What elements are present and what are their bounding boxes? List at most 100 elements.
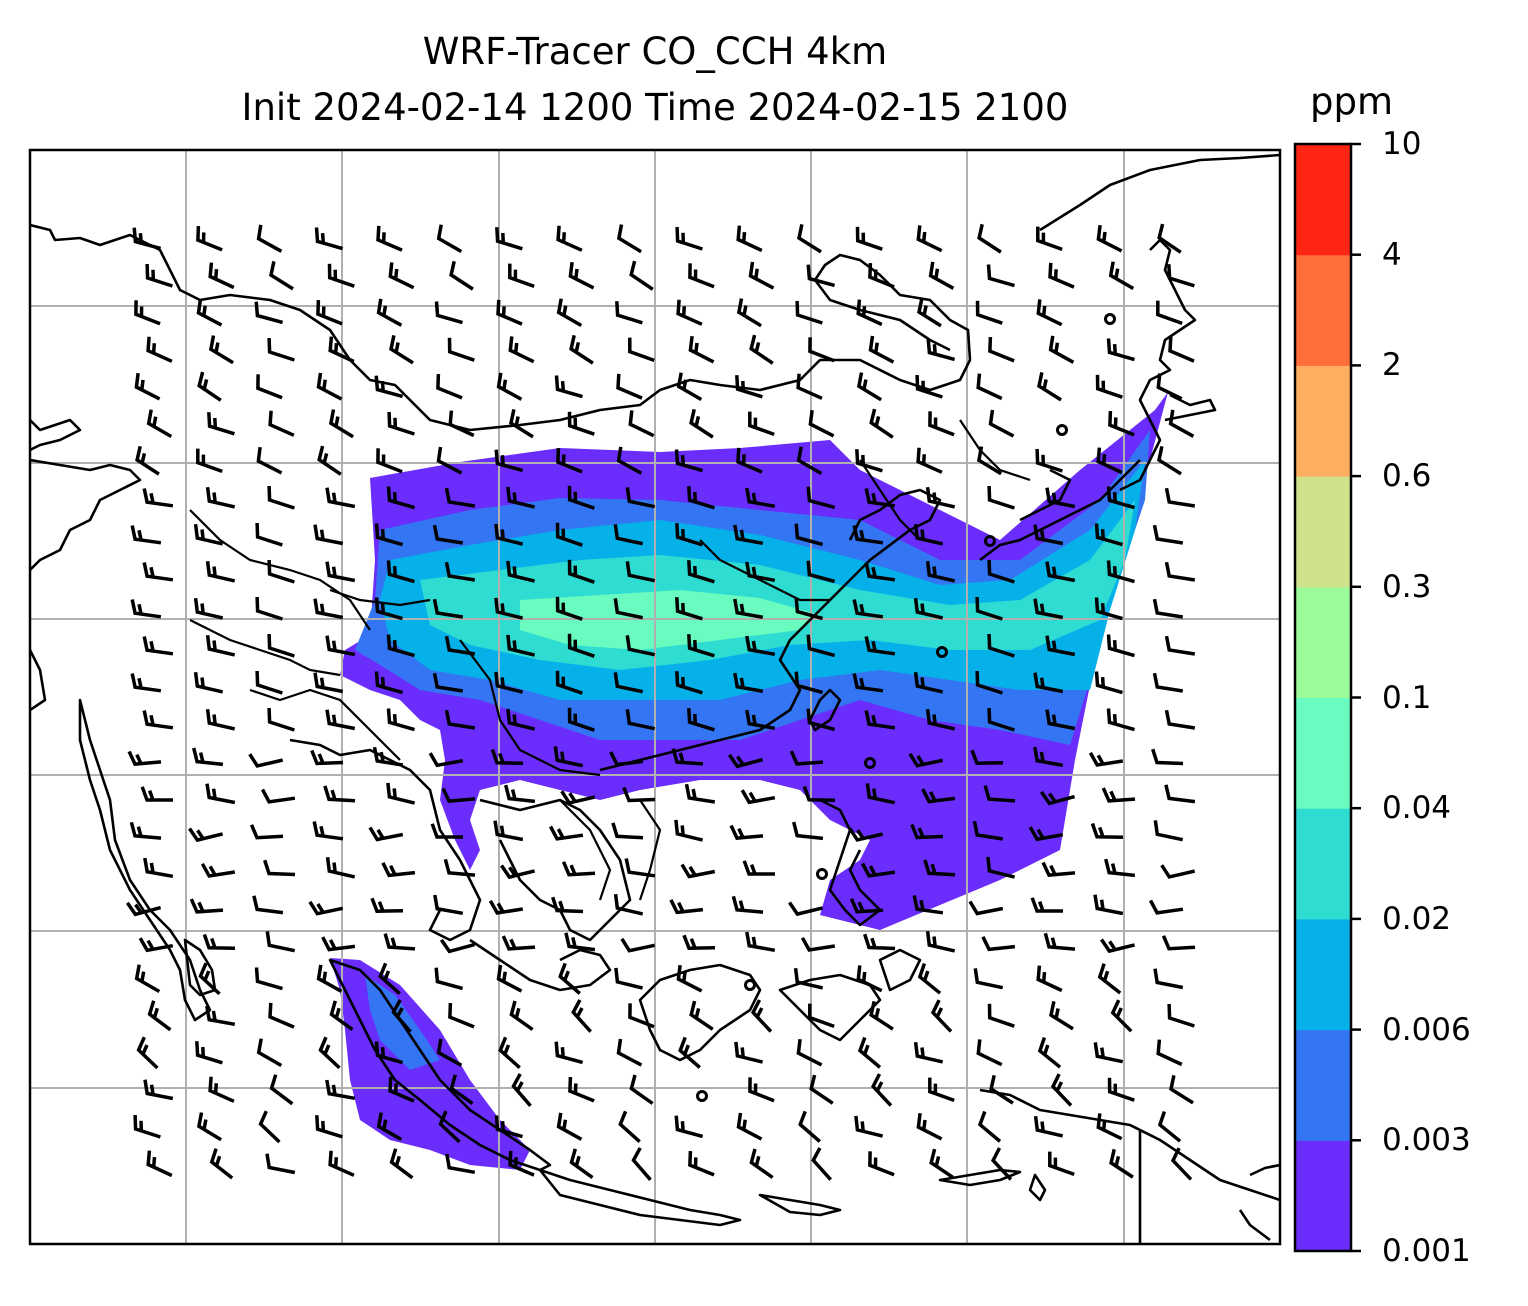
- wind-barb: [1030, 897, 1063, 913]
- wind-barb: [312, 821, 344, 841]
- wind-barb: [258, 1110, 281, 1144]
- wind-barb: [1096, 447, 1123, 475]
- wind-barb: [495, 227, 523, 251]
- wind-barbs: [125, 223, 1196, 1181]
- wind-barb: [915, 374, 943, 399]
- wind-barb: [1160, 864, 1196, 879]
- wind-barb: [794, 523, 824, 547]
- wind-barb: [733, 524, 764, 546]
- wind-barb: [676, 372, 703, 402]
- wind-barb: [808, 409, 835, 438]
- wind-barb: [1028, 826, 1064, 842]
- wind-barb: [209, 1148, 234, 1180]
- wind-barb: [134, 300, 161, 326]
- wind-barb-calm: [864, 757, 876, 769]
- wind-barb: [913, 597, 944, 620]
- wind-barb: [868, 335, 895, 364]
- wind-barb: [796, 1038, 823, 1067]
- wind-barb: [571, 999, 593, 1033]
- wind-barb: [325, 635, 356, 657]
- wind-barb: [796, 373, 823, 400]
- wind-barb: [986, 264, 1015, 288]
- wind-barb: [628, 337, 655, 363]
- wind-barb: [688, 1151, 715, 1177]
- wind-barb: [1148, 899, 1184, 915]
- wind-barb: [256, 446, 283, 475]
- wind-barb: [317, 445, 342, 476]
- wind-barb: [205, 486, 236, 509]
- wind-barb: [917, 298, 942, 328]
- wind-barb: [567, 485, 595, 510]
- wind-barb: [509, 409, 534, 439]
- wind-barb: [195, 1041, 223, 1065]
- wind-barb: [200, 862, 236, 878]
- wind-barb: [376, 448, 403, 474]
- wind-barb: [506, 560, 536, 583]
- wind-barb: [808, 1003, 835, 1029]
- wind-barb: [328, 336, 355, 364]
- wind-barb: [265, 1153, 296, 1175]
- wind-barb: [254, 301, 284, 325]
- wind-barb: [913, 1041, 944, 1064]
- wind-barb: [1109, 1148, 1134, 1179]
- wind-barb: [325, 856, 356, 879]
- wind-barb: [386, 486, 415, 510]
- wind-barb: [555, 670, 583, 695]
- wind-barb: [256, 374, 283, 400]
- wind-barb: [1095, 374, 1123, 399]
- wind-barb: [674, 449, 703, 473]
- wind-barb: [793, 967, 824, 990]
- wind-barb: [142, 636, 174, 656]
- wind-barb: [444, 487, 476, 508]
- wind-barb: [447, 337, 475, 362]
- wind-barb: [855, 226, 883, 251]
- wind-barb: [196, 448, 223, 474]
- wind-barb: [378, 962, 401, 996]
- gridlines: [30, 150, 1280, 1244]
- wind-barb: [1094, 597, 1123, 621]
- wind-barb: [1048, 262, 1075, 289]
- wind-barb: [736, 225, 763, 253]
- wind-barb: [625, 709, 656, 731]
- wind-barb: [1097, 963, 1122, 995]
- wind-barb: [616, 1038, 643, 1067]
- wind-barb: [391, 999, 412, 1033]
- wind-barb: [205, 634, 236, 657]
- wind-barb: [267, 633, 295, 658]
- wind-barb: [255, 522, 283, 547]
- wind-barb: [146, 336, 173, 363]
- wind-barb: [864, 710, 896, 730]
- wind-barb: [849, 898, 884, 914]
- wind-barb: [852, 599, 884, 619]
- wind-barb: [134, 372, 161, 401]
- wind-barb: [554, 375, 583, 399]
- wind-barb: [628, 410, 655, 438]
- wind-barb: [449, 260, 474, 291]
- wind-barb: [432, 672, 464, 693]
- wind-barb: [736, 447, 763, 474]
- wind-barb: [567, 707, 595, 732]
- wind-barb: [436, 446, 463, 475]
- wind-barb: [794, 597, 824, 621]
- colorbar-segment: [1295, 586, 1351, 698]
- wind-barb: [1039, 790, 1076, 806]
- wind-barb: [913, 671, 944, 694]
- wind-barb: [975, 670, 1003, 695]
- wind-barb: [972, 820, 1004, 841]
- wind-barb: [1167, 264, 1195, 288]
- wind-barb: [916, 447, 943, 474]
- wind-barb: [989, 1074, 1014, 1105]
- wind-barb: [374, 1041, 403, 1065]
- wind-barb: [864, 562, 896, 582]
- wind-barb: [921, 788, 956, 804]
- wind-barb: [146, 1150, 173, 1178]
- wind-barb: [916, 225, 943, 253]
- wind-barb: [748, 261, 775, 290]
- wind-barb: [205, 560, 236, 583]
- wind-barb: [1106, 560, 1135, 584]
- wind-barb: [734, 1041, 764, 1064]
- wind-barb: [800, 936, 836, 952]
- wind-barb: [389, 335, 414, 365]
- wind-barb: [625, 561, 656, 583]
- wind-barb: [1161, 935, 1196, 951]
